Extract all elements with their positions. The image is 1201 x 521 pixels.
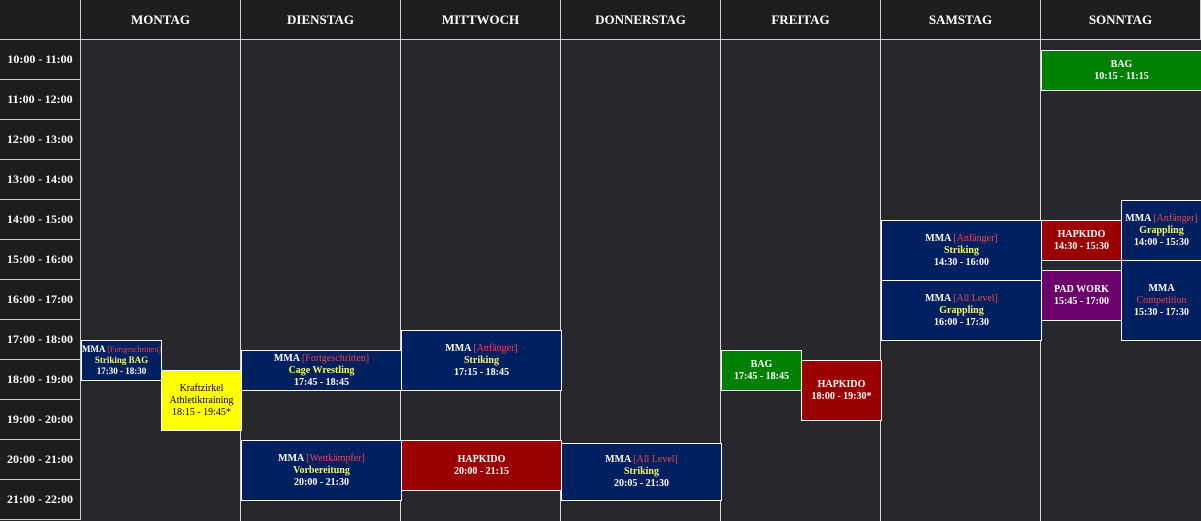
day-header-montag: MONTAG <box>81 0 241 40</box>
event-title: MMA <box>1125 212 1151 224</box>
event-fri-hapkido[interactable]: HAPKIDO 18:00 - 19:30* <box>801 360 882 421</box>
event-time: 10:15 - 11:15 <box>1094 70 1149 82</box>
event-type: Grappling <box>1139 224 1184 236</box>
event-thu-mma-striking[interactable]: MMA [All Level] Striking 20:05 - 21:30 <box>561 443 722 501</box>
time-slot-label: 15:00 - 16:00 <box>0 240 81 280</box>
event-time: 17:45 - 18:45 <box>734 370 789 382</box>
event-title: HAPKIDO <box>457 453 506 465</box>
event-type: Vorbereitung <box>293 464 350 476</box>
day-column-divider <box>560 40 561 521</box>
event-title: MMA <box>445 342 471 354</box>
event-title: HAPKIDO <box>1057 228 1106 240</box>
event-type: Striking <box>623 466 659 478</box>
event-time: 14:30 - 15:30 <box>1054 240 1109 252</box>
event-level: [Anfänger] <box>1153 212 1198 224</box>
event-level: [Fortgeschritten] <box>301 352 370 364</box>
event-tue-mma-cage-wrestling[interactable]: MMA [Fortgeschritten] Cage Wrestling 17:45… <box>241 350 402 391</box>
day-header-donnerstag: DONNERSTAG <box>561 0 721 40</box>
event-type: Striking BAG <box>94 355 149 365</box>
event-title: MMA <box>925 232 951 244</box>
event-level: [Wettkämpfer] <box>306 452 365 464</box>
time-slot-label: 10:00 - 11:00 <box>0 40 81 80</box>
event-time: 20:00 - 21:30 <box>294 476 349 488</box>
event-title: BAG <box>1110 58 1133 70</box>
time-slot-label: 17:00 - 18:00 <box>0 320 81 360</box>
event-title: MMA <box>605 454 631 466</box>
event-mon-mma-striking-bag[interactable]: MMA [Fortgeschritten] Striking BAG 17:30 -… <box>81 340 162 381</box>
event-type: Striking <box>463 354 499 366</box>
event-level: [Anfänger] <box>473 342 518 354</box>
event-time: 16:00 - 17:30 <box>934 316 989 328</box>
event-type: Grappling <box>939 304 984 316</box>
event-sun-mma-competition[interactable]: MMA Competition 15:30 - 17:30 <box>1121 260 1201 341</box>
event-fri-bag[interactable]: BAG 17:45 - 18:45 <box>721 350 802 391</box>
event-title: MMA <box>82 344 105 354</box>
day-header-sonntag: SONNTAG <box>1041 0 1201 40</box>
event-level: [Fortgeschritten] <box>107 345 162 354</box>
time-slot-label: 18:00 - 19:00 <box>0 360 81 400</box>
event-time: 18:15 - 19:45* <box>172 406 231 418</box>
time-slot-label: 12:00 - 13:00 <box>0 120 81 160</box>
event-time: 15:30 - 17:30 <box>1134 306 1189 318</box>
time-slot-label: 14:00 - 15:00 <box>0 200 81 240</box>
event-type: Competition <box>1136 294 1187 306</box>
time-slot-label: 20:00 - 21:00 <box>0 440 81 480</box>
event-title: BAG <box>750 358 773 370</box>
time-slot-label: 11:00 - 12:00 <box>0 80 81 120</box>
event-time: 20:05 - 21:30 <box>614 478 669 490</box>
event-type: Athletiktraining <box>169 394 234 406</box>
event-wed-mma-striking[interactable]: MMA [Anfänger] Striking 17:15 - 18:45 <box>401 330 562 391</box>
event-sun-pad-work[interactable]: PAD WORK 15:45 - 17:00 <box>1041 270 1122 321</box>
event-level: [All Level] <box>633 454 678 466</box>
day-header-samstag: SAMSTAG <box>881 0 1041 40</box>
time-slot-label: 13:00 - 14:00 <box>0 160 81 200</box>
event-type: Striking <box>943 244 979 256</box>
event-tue-mma-vorbereitung[interactable]: MMA [Wettkämpfer] Vorbereitung 20:00 - 21:… <box>241 440 402 501</box>
time-slot-label: 16:00 - 17:00 <box>0 280 81 320</box>
event-level: [All Level] <box>953 292 998 304</box>
event-mon-kraftzirkel[interactable]: Kraftzirkel Athletiktraining 18:15 - 19:45… <box>161 370 242 431</box>
event-sun-hapkido[interactable]: HAPKIDO 14:30 - 15:30 <box>1041 220 1122 261</box>
event-title: Kraftzirkel <box>179 382 224 394</box>
event-wed-hapkido[interactable]: HAPKIDO 20:00 - 21:15 <box>401 440 562 491</box>
event-title: PAD WORK <box>1054 283 1109 295</box>
event-sun-bag[interactable]: BAG 10:15 - 11:15 <box>1041 50 1201 91</box>
event-time: 17:45 - 18:45 <box>294 376 349 388</box>
day-column-divider <box>880 40 881 521</box>
event-title: MMA <box>273 352 300 364</box>
header-corner <box>0 0 81 40</box>
event-title: HAPKIDO <box>817 378 866 390</box>
event-title: MMA <box>925 292 951 304</box>
event-title: MMA <box>1148 282 1175 294</box>
event-time: 17:15 - 18:45 <box>454 366 509 378</box>
event-time: 14:30 - 16:00 <box>934 256 989 268</box>
day-column-divider <box>400 40 401 521</box>
event-time: 17:30 - 18:30 <box>96 366 147 376</box>
event-sat-mma-grappling[interactable]: MMA [All Level] Grappling 16:00 - 17:30 <box>881 280 1042 341</box>
event-sun-mma-grappling[interactable]: MMA [Anfänger] Grappling 14:00 - 15:30 <box>1121 200 1201 261</box>
event-time: 18:00 - 19:30* <box>811 390 872 402</box>
day-header-freitag: FREITAG <box>721 0 881 40</box>
time-slot-label: 19:00 - 20:00 <box>0 400 81 440</box>
event-level: [Anfänger] <box>953 232 998 244</box>
event-type: Cage Wrestling <box>288 364 355 376</box>
event-title: MMA <box>278 452 304 464</box>
day-column-divider <box>720 40 721 521</box>
event-time: 15:45 - 17:00 <box>1054 295 1109 307</box>
event-sat-mma-striking[interactable]: MMA [Anfänger] Striking 14:30 - 16:00 <box>881 220 1042 281</box>
day-header-mittwoch: MITTWOCH <box>401 0 561 40</box>
day-header-dienstag: DIENSTAG <box>241 0 401 40</box>
event-time: 14:00 - 15:30 <box>1134 236 1189 248</box>
time-slot-label: 21:00 - 22:00 <box>0 480 81 520</box>
day-column-divider <box>240 40 241 521</box>
event-time: 20:00 - 21:15 <box>454 465 509 477</box>
